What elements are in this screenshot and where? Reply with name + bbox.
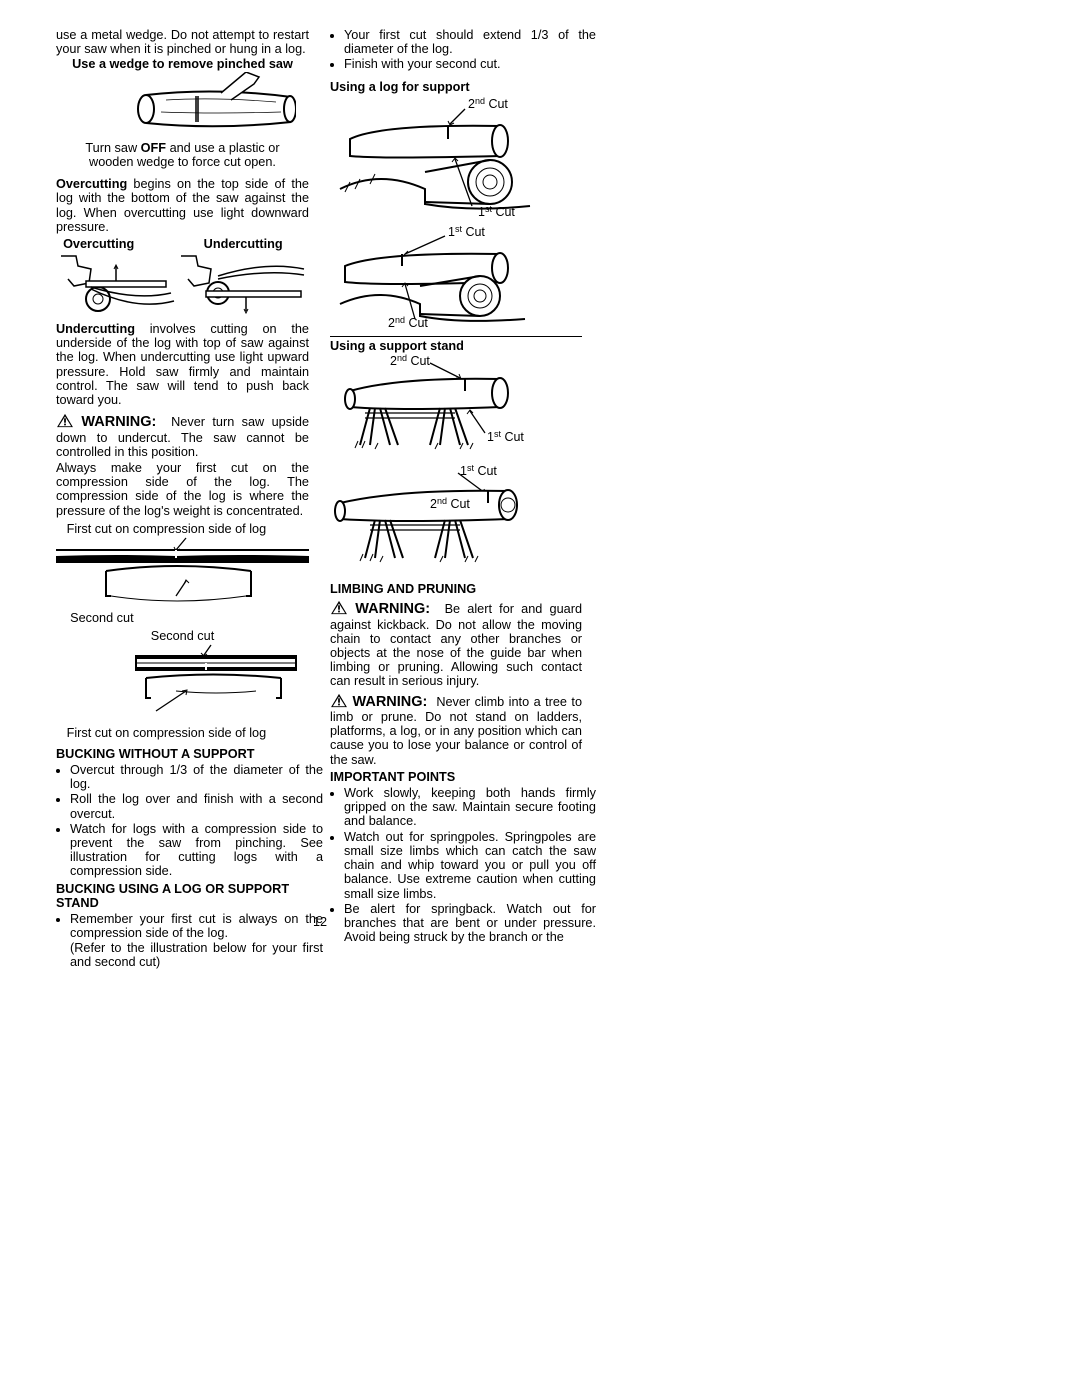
- list-item: Overcut through 1/3 of the diameter of t…: [70, 763, 323, 791]
- stand-support-title: Using a support stand: [330, 339, 582, 353]
- list-item: Your first cut should extend 1/3 of the …: [344, 28, 596, 56]
- overcutting-para: Overcutting begins on the top side of th…: [56, 177, 309, 234]
- list-item: Finish with your second cut.: [344, 57, 596, 71]
- warning-climb: WARNING: Never climb into a tree to limb…: [330, 693, 582, 767]
- list-item: Watch for logs with a compression side t…: [70, 822, 323, 879]
- secondcut-label-2: Second cut: [56, 629, 309, 643]
- warning-turn: WARNING: Never turn saw upside down to u…: [56, 413, 309, 459]
- wedge-diagram: [56, 72, 376, 141]
- overcutting-label: Overcutting: [56, 237, 183, 251]
- log-support-diagram-2: 1st Cut 2nd Cut: [330, 224, 586, 334]
- firstcut-label-2: First cut on compression side of log: [56, 726, 309, 740]
- log-support-title: Using a log for support: [330, 80, 582, 94]
- svg-text:1st Cut: 1st Cut: [448, 224, 485, 239]
- warning-kickback: WARNING: Be alert for and guard against …: [330, 600, 582, 688]
- stand-diagram-2: 1st Cut 2nd Cut: [330, 463, 586, 578]
- wedge-title: Use a wedge to remove pinched saw: [56, 57, 309, 71]
- svg-text:1st Cut: 1st Cut: [460, 463, 497, 478]
- list-item: Work slowly, keeping both hands firmly g…: [344, 786, 596, 829]
- buck-log-stand-title: BUCKING USING A LOG OR SUPPORT STAND: [56, 882, 309, 910]
- svg-text:2nd Cut: 2nd Cut: [430, 496, 470, 511]
- list-item: Watch out for springpoles. Springpoles a…: [344, 830, 596, 901]
- secondcut-label-1: Second cut: [56, 611, 309, 625]
- log-support-diagram-1: 2nd Cut 1st Cut: [330, 94, 586, 224]
- svg-text:1st Cut: 1st Cut: [487, 429, 524, 444]
- always-para: Always make your first cut on the compre…: [56, 461, 309, 518]
- important-points-title: IMPORTANT POINTS: [330, 770, 582, 784]
- page-number: 12: [0, 915, 640, 929]
- buck-no-support-title: BUCKING WITHOUT A SUPPORT: [56, 747, 309, 761]
- svg-text:2nd Cut: 2nd Cut: [390, 353, 430, 368]
- right-top-list: Your first cut should extend 1/3 of the …: [330, 28, 596, 72]
- warning-icon: [330, 693, 348, 708]
- compression-diagram-1: [56, 536, 376, 611]
- svg-text:2nd Cut: 2nd Cut: [468, 96, 508, 111]
- over-under-diagram: [56, 251, 309, 316]
- svg-text:1st Cut: 1st Cut: [478, 204, 515, 219]
- buck-no-support-list: Overcut through 1/3 of the diameter of t…: [56, 763, 323, 879]
- svg-text:2nd Cut: 2nd Cut: [388, 315, 428, 329]
- warning-icon: [56, 413, 74, 428]
- undercutting-para: Undercutting involves cutting on the und…: [56, 322, 309, 407]
- firstcut-label-1: First cut on compression side of log: [56, 522, 309, 536]
- limbing-title: LIMBING AND PRUNING: [330, 582, 582, 596]
- warning-icon: [330, 600, 348, 615]
- list-item: Roll the log over and finish with a seco…: [70, 792, 323, 820]
- wedge-caption: Turn saw OFF and use a plastic or wooden…: [56, 141, 309, 169]
- intro-text: use a metal wedge. Do not attempt to res…: [56, 28, 309, 56]
- compression-diagram-2: [56, 643, 376, 726]
- undercutting-label: Undercutting: [183, 237, 310, 251]
- stand-diagram-1: 2nd Cut 1st Cut: [330, 353, 586, 463]
